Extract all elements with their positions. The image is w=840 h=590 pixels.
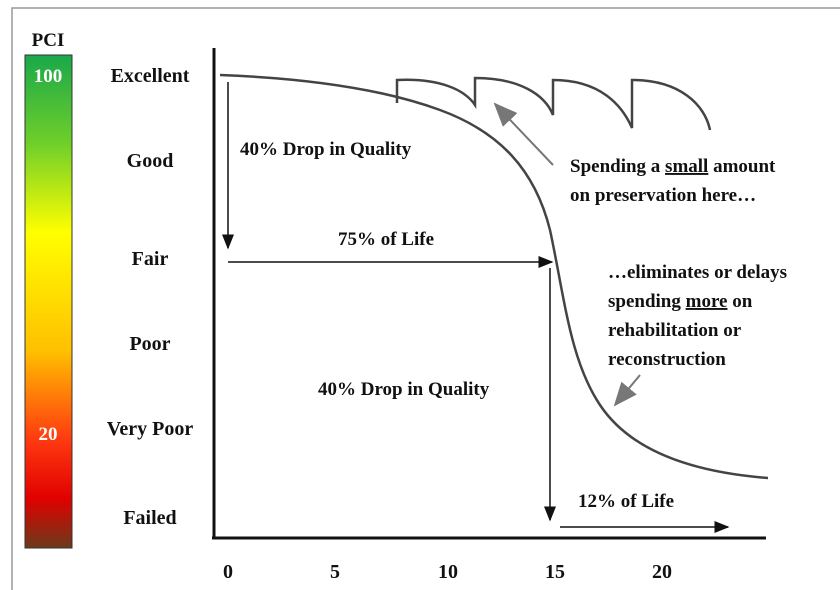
note-part: Spending a <box>570 156 665 177</box>
note-line: on preservation here… <box>570 185 756 206</box>
level-label: Poor <box>129 333 170 355</box>
note-part: rehabilitation or <box>608 320 742 341</box>
condition-curve <box>219 73 769 480</box>
x-label: 15 <box>545 561 565 583</box>
scale-top: 100 <box>34 66 63 87</box>
preservation-curve <box>395 76 712 131</box>
level-label: Excellent <box>111 65 190 87</box>
note-line: Spending a small amount <box>570 156 776 177</box>
level-label: Fair <box>132 248 169 270</box>
annotation: 12% of Life <box>578 491 674 512</box>
level-label: Good <box>127 150 174 172</box>
note-line: …eliminates or delays <box>608 262 787 283</box>
note-part: …eliminates or delays <box>608 262 787 283</box>
note-line: spending more on <box>608 291 753 312</box>
note-part: on preservation here… <box>570 185 756 206</box>
note-part: more <box>686 291 728 312</box>
x-labels: 0 5 10 15 20 <box>223 561 672 583</box>
note-part: on <box>727 291 752 312</box>
frame <box>11 7 840 590</box>
level-labels: Excellent Good Fair Poor Very Poor Failed <box>107 65 194 529</box>
annotation: 40% Drop in Quality <box>240 139 412 160</box>
x-label: 5 <box>330 561 340 583</box>
level-label: Failed <box>123 507 176 529</box>
note-line: reconstruction <box>608 349 726 370</box>
annotation: 75% of Life <box>338 229 434 250</box>
note-part: spending <box>608 291 686 312</box>
annotation: 40% Drop in Quality <box>318 379 490 400</box>
x-label: 20 <box>652 561 672 583</box>
scale-low: 20 <box>39 424 58 445</box>
x-label: 10 <box>438 561 458 583</box>
pci-bar <box>24 54 73 549</box>
notes: Spending a small amount on preservation h… <box>570 156 787 370</box>
note-part: amount <box>708 156 776 177</box>
level-label: Very Poor <box>107 418 194 440</box>
note-part: small <box>665 156 708 177</box>
pointer <box>613 374 641 407</box>
scale-title: PCI <box>32 30 65 51</box>
x-label: 0 <box>223 561 233 583</box>
note-line: rehabilitation or <box>608 320 742 341</box>
note-part: reconstruction <box>608 349 726 370</box>
pointer <box>493 102 554 166</box>
